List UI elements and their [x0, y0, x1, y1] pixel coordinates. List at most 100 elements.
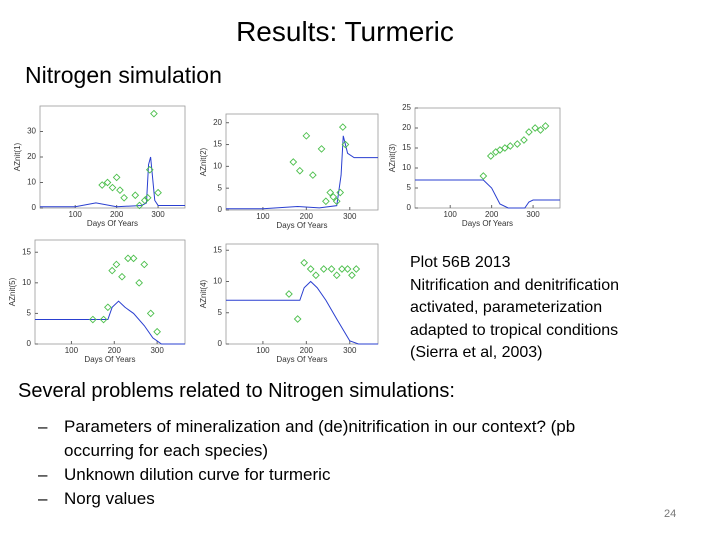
point: [116, 186, 124, 194]
line: [40, 156, 185, 208]
page-number: 24: [664, 508, 677, 520]
y-tick-label: 10: [213, 277, 222, 286]
plot-frame: [34, 239, 186, 345]
point: [329, 193, 338, 201]
y-tick-label: 15: [213, 245, 222, 254]
y-tick-label: 10: [213, 161, 222, 170]
y-tick-label: 0: [218, 205, 223, 214]
point: [131, 191, 140, 200]
y-axis-label: AZnit(1): [13, 142, 22, 171]
plot: 0 5 10 15 20 25 100 200 300 Days Of Years AZnit(3): [388, 103, 561, 228]
point: [536, 126, 545, 134]
point: [99, 315, 108, 324]
point: [352, 265, 361, 273]
point: [103, 178, 112, 187]
point: [338, 265, 346, 273]
y-tick-label: 0: [27, 339, 32, 348]
point: [135, 201, 144, 210]
point: [309, 171, 317, 179]
point: [112, 173, 121, 182]
y-tick-label: 5: [218, 308, 223, 317]
y-axis-label: AZnit(5): [8, 277, 17, 306]
y-axis-label: AZnit(3): [388, 143, 397, 172]
point: [154, 188, 162, 197]
point: [108, 183, 117, 192]
point: [89, 315, 97, 324]
point: [338, 123, 347, 131]
point: [312, 271, 320, 280]
caption-line: Nitrification and denitrification: [410, 276, 619, 294]
point: [118, 272, 126, 281]
point: [129, 254, 138, 263]
point: [140, 260, 149, 269]
point: [332, 271, 341, 280]
point: [332, 197, 341, 206]
x-tick-label: 100: [256, 212, 270, 221]
x-tick-label: 200: [485, 210, 499, 219]
point: [479, 172, 488, 180]
plot: 0 5 10 15 100 200 300 Days Of Years AZnit(4): [199, 243, 379, 364]
point: [531, 124, 539, 132]
point: [140, 196, 149, 205]
plot: 0 10 20 30 100 200 300 Days Of Years AZnit(1): [13, 105, 186, 228]
y-tick-label: 10: [402, 163, 411, 172]
y-tick-label: 15: [213, 140, 222, 149]
point: [302, 131, 311, 140]
point: [112, 260, 121, 269]
bullet: Parameters of mineralization and (de)nit…: [38, 415, 638, 463]
y-tick-label: 20: [27, 152, 36, 161]
point: [150, 109, 158, 118]
point: [348, 271, 356, 280]
point: [295, 166, 304, 175]
x-tick-label: 300: [343, 346, 357, 355]
point: [326, 188, 335, 197]
point: [289, 158, 298, 166]
x-tick-label: 300: [150, 346, 164, 355]
point: [104, 303, 112, 312]
point: [108, 266, 116, 275]
caption-line: Plot 56B 2013: [410, 254, 511, 271]
point: [343, 265, 352, 273]
caption-line: (Sierra et al, 2003): [410, 344, 543, 361]
x-tick-label: 300: [343, 212, 357, 221]
x-tick-label: 200: [108, 346, 122, 355]
y-tick-label: 10: [22, 278, 31, 287]
y-tick-label: 15: [22, 247, 31, 256]
plot-frame: [225, 113, 379, 211]
x-axis-label: Days Of Years: [87, 219, 138, 228]
y-axis-label: AZnit(4): [199, 279, 208, 308]
slide-subtitle: Nitrogen simulation: [25, 62, 222, 88]
y-tick-label: 20: [213, 118, 222, 127]
bullet-list: Parameters of mineralization and (de)nit…: [38, 415, 638, 511]
x-axis-label: Days Of Years: [462, 219, 513, 228]
x-axis-label: Days Of Years: [276, 221, 327, 230]
plot-frame: [39, 105, 186, 209]
y-tick-label: 10: [27, 178, 36, 187]
x-tick-label: 200: [300, 212, 314, 221]
point: [541, 122, 550, 130]
slide-title: Results: Turmeric: [236, 16, 454, 47]
point: [520, 136, 528, 144]
y-tick-label: 5: [218, 183, 223, 192]
line: [35, 300, 185, 345]
point: [486, 152, 495, 160]
point: [317, 145, 326, 153]
y-tick-label: 0: [218, 339, 223, 348]
x-tick-label: 200: [110, 210, 124, 219]
x-axis-label: Days Of Years: [84, 355, 135, 364]
point: [491, 148, 500, 156]
point: [146, 309, 155, 318]
point: [293, 315, 302, 323]
x-tick-label: 200: [300, 346, 314, 355]
point: [300, 258, 309, 267]
caption-line: activated, parameterization: [410, 299, 603, 316]
point: [506, 142, 515, 150]
x-axis-label: Days Of Years: [276, 355, 327, 364]
point: [153, 327, 161, 336]
x-tick-label: 100: [69, 210, 83, 219]
x-tick-label: 300: [151, 210, 165, 219]
x-tick-label: 100: [444, 210, 458, 219]
y-tick-label: 5: [27, 309, 32, 318]
